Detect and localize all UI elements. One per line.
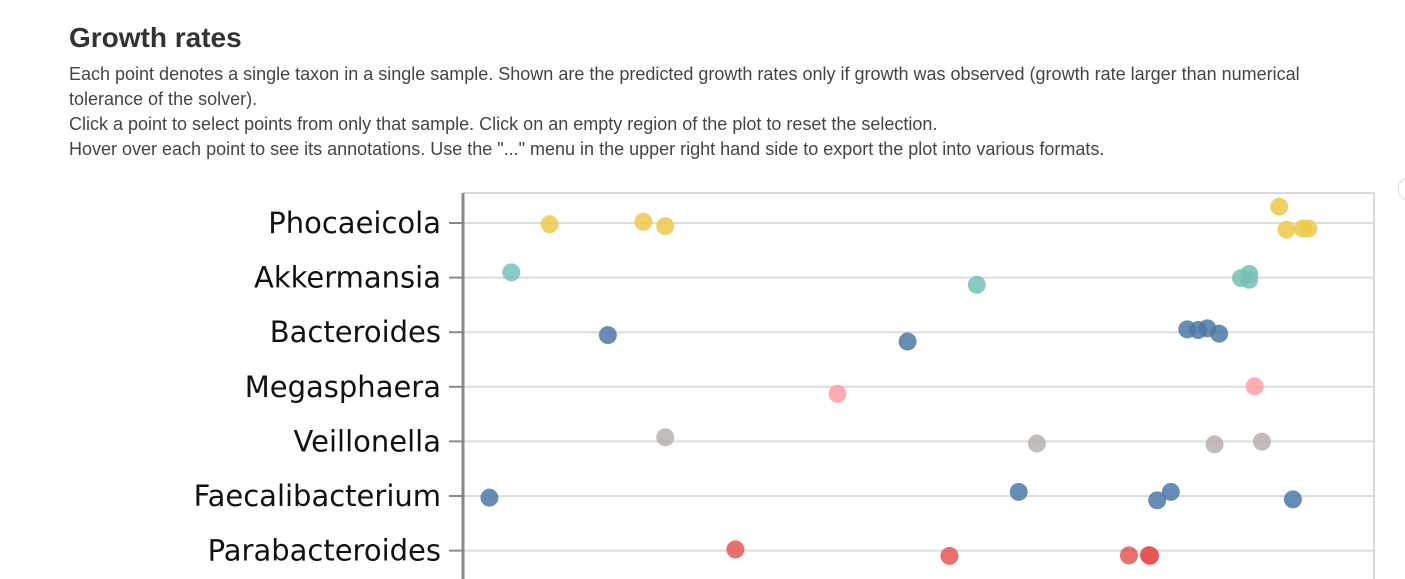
data-point[interactable]	[1270, 197, 1289, 216]
data-point[interactable]	[1205, 435, 1224, 454]
data-point[interactable]	[1299, 219, 1318, 238]
y-tick-label: Bacteroides	[270, 315, 441, 349]
page-title: Growth rates	[69, 22, 242, 53]
data-point[interactable]	[1277, 220, 1296, 239]
data-point[interactable]	[828, 384, 847, 403]
description: Each point denotes a single taxon in a s…	[69, 62, 1369, 162]
data-point[interactable]	[656, 217, 675, 236]
y-tick-label: Faecalibacterium	[194, 479, 441, 513]
data-point[interactable]	[1119, 546, 1138, 565]
y-tick-label: Veillonella	[294, 424, 441, 458]
description-line-1: Each point denotes a single taxon in a s…	[69, 64, 1300, 109]
data-point[interactable]	[598, 326, 617, 345]
description-line-3: Hover over each point to see its annotat…	[69, 139, 1105, 159]
data-point[interactable]	[480, 488, 499, 507]
y-tick-label: Megasphaera	[245, 370, 441, 404]
data-point[interactable]	[1283, 490, 1302, 509]
data-point[interactable]	[1161, 482, 1180, 501]
data-point[interactable]	[898, 332, 917, 351]
data-point[interactable]	[540, 215, 559, 234]
data-point[interactable]	[726, 540, 745, 559]
data-point[interactable]	[1148, 491, 1167, 510]
data-point[interactable]	[967, 275, 986, 294]
data-point[interactable]	[1009, 482, 1028, 501]
plot-frame	[463, 192, 1375, 579]
y-tick-label: Phocaeicola	[268, 206, 441, 240]
data-point[interactable]	[1027, 434, 1046, 453]
data-point[interactable]	[1252, 432, 1271, 451]
description-line-2: Click a point to select points from only…	[69, 114, 938, 134]
data-point[interactable]	[502, 263, 521, 282]
data-point[interactable]	[1245, 377, 1264, 396]
data-point[interactable]	[1240, 265, 1259, 283]
data-point[interactable]	[1140, 546, 1159, 565]
y-tick-label: Akkermansia	[254, 261, 441, 295]
data-point[interactable]	[656, 428, 675, 447]
data-point[interactable]	[940, 546, 959, 565]
data-point[interactable]	[1210, 324, 1229, 343]
y-tick-label: Parabacteroides	[208, 534, 441, 568]
data-point[interactable]	[634, 212, 653, 231]
